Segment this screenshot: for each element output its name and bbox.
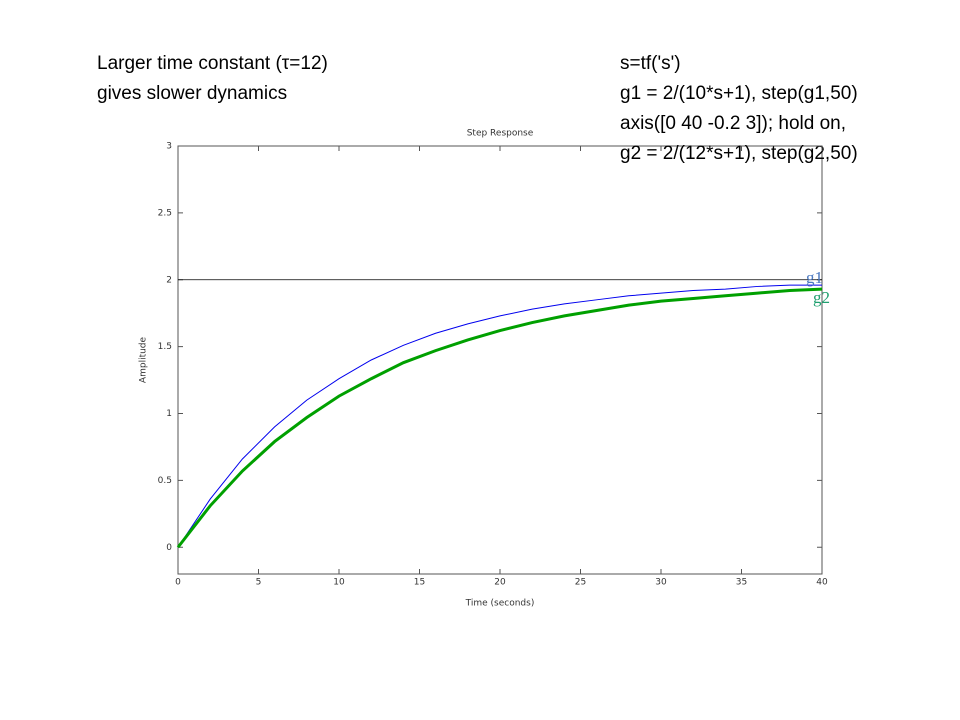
x-tick-label: 20 [494,578,506,588]
y-tick-label: 0.5 [158,476,172,486]
x-tick-label: 10 [333,578,345,588]
y-tick-label: 3 [166,142,172,152]
series-label: g1 [806,268,823,287]
code-line: g2 = 2/(12*s+1), step(g2,50) [620,143,858,164]
y-tick-label: 2.5 [158,208,172,218]
series-label: g2 [813,288,830,307]
series-line [177,284,822,548]
series-line [176,287,823,549]
y-tick-label: 1 [166,409,172,419]
x-axis-label: Time (seconds) [465,599,535,609]
code-line: s=tf('s') [620,53,681,74]
y-axis-label: Amplitude [139,336,149,383]
annotation: gives slower dynamics [97,83,287,104]
y-tick-label: 2 [166,275,172,285]
x-tick-label: 15 [414,578,425,588]
code-line: g1 = 2/(10*s+1), step(g1,50) [620,83,858,104]
x-tick-label: 35 [736,578,747,588]
x-tick-label: 25 [575,578,586,588]
y-tick-label: 1.5 [158,342,172,352]
axes-frame [177,145,823,575]
annotation: Larger time constant (τ=12) [97,53,328,74]
x-tick-label: 30 [655,578,667,588]
code-line: axis([0 40 -0.2 3]); hold on, [620,113,846,134]
x-tick-label: 40 [816,578,828,588]
x-tick-label: 5 [256,578,262,588]
y-tick-label: 0 [166,543,172,553]
chart-title: Step Response [467,129,534,139]
x-tick-label: 0 [175,578,181,588]
